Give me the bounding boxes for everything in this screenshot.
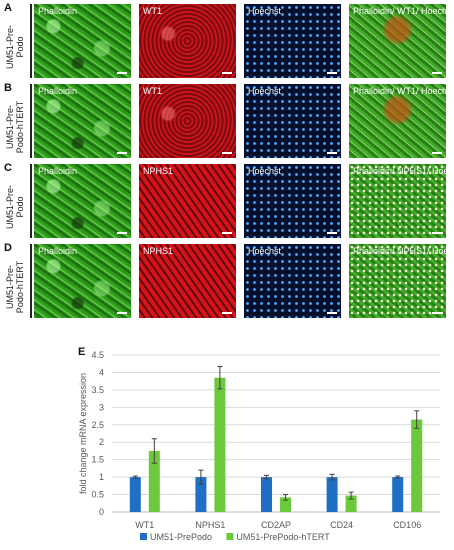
channel-label: Phalloidin/ NPHS1/ Hoechst <box>353 166 446 176</box>
bar-um51-prepodo-htert <box>214 377 226 512</box>
scale-bar <box>432 312 442 314</box>
legend-swatch <box>226 533 234 540</box>
scale-bar <box>432 232 442 234</box>
image-phalloidin-c: Phalloidin <box>34 164 131 238</box>
x-tick-label: CD2AP <box>261 520 291 530</box>
bar-um51-prepodo-htert <box>148 450 160 512</box>
x-tick-label: WT1 <box>135 520 154 530</box>
y-tick-label: 1.5 <box>91 455 104 465</box>
channel-label: WT1 <box>143 86 162 96</box>
channel-label: Hoechst <box>248 86 282 96</box>
image-nphs1-d: NPHS1 <box>139 244 236 318</box>
scale-bar <box>222 152 232 154</box>
scale-bar <box>432 72 442 74</box>
channel-label: Phalloidin <box>38 6 78 16</box>
channel-label: Phalloidin/ WT1/ Hoechst <box>353 6 446 16</box>
row-label-3: UM51-Pre-Podo <box>5 185 25 230</box>
image-hoechst-d: Hoechst <box>244 244 341 318</box>
image-merge-d: Phalloidin/ NPHS1/ Hoechst <box>349 244 446 318</box>
y-tick-label: 1 <box>99 472 104 482</box>
channel-label: Phalloidin/ WT1/ Hoechst <box>353 86 446 96</box>
scale-bar <box>117 72 127 74</box>
x-tick-label: CD24 <box>330 520 353 530</box>
scale-bar <box>117 312 127 314</box>
image-nphs1-c: NPHS1 <box>139 164 236 238</box>
panel-letter-e: E <box>78 346 86 358</box>
legend-label: UM51-PrePodo-hTERT <box>236 532 330 542</box>
panel-letter-d: D <box>4 242 12 254</box>
image-merge-a: Phalloidin/ WT1/ Hoechst <box>349 4 446 78</box>
image-phalloidin-d: Phalloidin <box>34 244 131 318</box>
bar-um51-prepodo <box>326 477 338 512</box>
row-label-1: UM51-Pre-Podo <box>5 25 25 70</box>
y-tick-label: 3.5 <box>91 385 104 395</box>
x-tick-label: CD106 <box>393 520 421 530</box>
legend-swatch <box>140 533 147 540</box>
channel-label: NPHS1 <box>143 246 174 256</box>
image-wt1-b: WT1 <box>139 84 236 158</box>
image-phalloidin-a: Phalloidin <box>34 4 131 78</box>
panel-letter-a: A <box>4 2 12 14</box>
channel-label: Phalloidin/ NPHS1/ Hoechst <box>353 246 446 256</box>
bar-um51-prepodo <box>392 477 404 512</box>
y-tick-label: 3 <box>99 402 104 412</box>
row-label-2: UM51-Pre-Podo-hTERT <box>5 100 25 154</box>
image-wt1-a: WT1 <box>139 4 236 78</box>
row-divider <box>30 4 32 78</box>
panel-letter-c: C <box>4 162 12 174</box>
bar-um51-prepodo <box>129 477 141 512</box>
bar-um51-prepodo-htert <box>411 419 423 512</box>
scale-bar <box>327 72 337 74</box>
scale-bar <box>327 232 337 234</box>
row-divider <box>30 244 32 318</box>
row-label-4: UM51-Pre-Podo-hTERT <box>5 260 25 314</box>
channel-label: Phalloidin <box>38 246 78 256</box>
scale-bar <box>327 152 337 154</box>
row-divider <box>30 164 32 238</box>
y-tick-label: 4.5 <box>91 350 104 360</box>
y-axis-label: fold change mRNA expression <box>78 373 88 494</box>
channel-label: NPHS1 <box>143 166 174 176</box>
image-hoechst-b: Hoechst <box>244 84 341 158</box>
scale-bar <box>432 152 442 154</box>
panel-letter-b: B <box>4 82 12 94</box>
bar-chart: 0 0.5 1 1.5 2 2.5 3 3.5 4 4.5 fold change mRNA exp… <box>78 350 440 542</box>
bar-um51-prepodo-htert <box>345 495 357 512</box>
bar-um51-prepodo <box>195 477 207 512</box>
channel-label: WT1 <box>143 6 162 16</box>
channel-label: Hoechst <box>248 246 282 256</box>
image-phalloidin-b: Phalloidin <box>34 84 131 158</box>
image-merge-b: Phalloidin/ WT1/ Hoechst <box>349 84 446 158</box>
row-divider <box>30 84 32 158</box>
scale-bar <box>327 312 337 314</box>
scale-bar <box>222 232 232 234</box>
channel-label: Hoechst <box>248 6 282 16</box>
bar-um51-prepodo-htert <box>280 497 291 512</box>
image-hoechst-c: Hoechst <box>244 164 341 238</box>
scale-bar <box>222 72 232 74</box>
x-tick-label: NPHS1 <box>195 520 225 530</box>
y-tick-label: 2.5 <box>91 420 104 430</box>
y-tick-label: 0 <box>99 507 104 517</box>
scale-bar <box>117 232 127 234</box>
scale-bar <box>117 152 127 154</box>
channel-label: Phalloidin <box>38 86 78 96</box>
image-hoechst-a: Hoechst <box>244 4 341 78</box>
channel-label: Hoechst <box>248 166 282 176</box>
bar-um51-prepodo <box>261 477 272 512</box>
y-tick-label: 2 <box>99 437 104 447</box>
legend-label: UM51-PrePodo <box>150 532 212 542</box>
image-merge-c: Phalloidin/ NPHS1/ Hoechst <box>349 164 446 238</box>
y-tick-label: 0.5 <box>91 490 104 500</box>
channel-label: Phalloidin <box>38 166 78 176</box>
scale-bar <box>222 312 232 314</box>
y-tick-label: 4 <box>99 367 104 377</box>
